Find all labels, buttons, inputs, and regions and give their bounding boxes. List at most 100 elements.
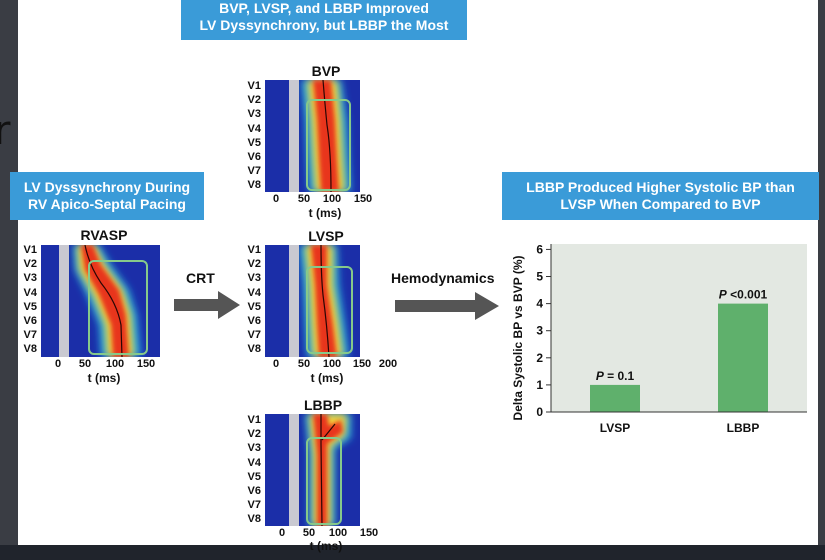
lead-label: V2 — [247, 94, 261, 107]
plot-area — [551, 244, 807, 412]
lead-label: V5 — [23, 300, 37, 313]
x-category-label: LBBP — [727, 421, 760, 435]
lead-label: V3 — [247, 442, 261, 455]
x-tick: 150 — [352, 358, 372, 370]
bvp-x-unit: t (ms) — [308, 206, 342, 220]
lead-label: V7 — [247, 165, 261, 178]
y-tick-label: 4 — [536, 297, 543, 311]
left-banner: LV Dyssynchrony During RV Apico-Septal Pa… — [10, 172, 204, 220]
lead-label: V3 — [247, 272, 261, 285]
background-right — [818, 0, 825, 560]
lead-label: V3 — [23, 272, 37, 285]
top-banner-line1: BVP, LVSP, and LBBP Improved — [219, 0, 429, 16]
lead-label: V4 — [247, 456, 261, 469]
bar — [590, 384, 640, 412]
x-tick: 0 — [272, 193, 280, 205]
lead-label: V6 — [247, 315, 261, 328]
top-banner-line2: LV Dyssynchrony, but LBBP the Most — [199, 17, 449, 33]
lead-label: V1 — [247, 80, 261, 92]
lbbp-x-ticks: 0 50 100 150 — [265, 527, 385, 541]
y-axis-label: Delta Systolic BP vs BVP (%) — [511, 256, 525, 421]
right-banner-line2: LVSP When Compared to BVP — [560, 196, 761, 212]
lead-label: V1 — [247, 244, 261, 256]
lead-label: V5 — [247, 136, 261, 149]
lvsp-lead-labels: V1 V2 V3 V4 V5 V6 V7 V8 — [240, 243, 261, 357]
x-tick: 0 — [272, 358, 280, 370]
x-tick: 200 — [378, 358, 398, 370]
right-banner: LBBP Produced Higher Systolic BP than LVS… — [502, 172, 819, 220]
y-tick-label: 3 — [536, 324, 543, 338]
bar-chart-svg: Delta Systolic BP vs BVP (%) 0 1 2 3 4 5 6 LVSP… — [511, 242, 807, 435]
bvp-activation-map — [265, 80, 360, 192]
left-banner-line1: LV Dyssynchrony During — [23, 179, 191, 195]
x-tick: 0 — [278, 527, 286, 539]
bar — [718, 303, 768, 412]
lbbp-title: LBBP — [303, 397, 343, 413]
lead-label: V8 — [247, 513, 261, 526]
p-value-label: P <0.001 — [719, 288, 768, 302]
bvp-lead-labels: V1 V2 V3 V4 V5 V6 V7 V8 — [240, 79, 261, 193]
x-tick: 100 — [105, 358, 125, 370]
x-category-label: LVSP — [600, 421, 630, 435]
lead-label: V6 — [247, 151, 261, 164]
x-tick: 150 — [136, 358, 156, 370]
lvsp-activation-map — [265, 245, 360, 357]
x-tick: 150 — [359, 527, 379, 539]
lead-label: V2 — [247, 258, 261, 271]
rvasp-title: RVASP — [80, 227, 128, 243]
lbbp-x-unit: t (ms) — [309, 539, 343, 553]
x-tick: 100 — [322, 358, 342, 370]
x-tick: 0 — [54, 358, 62, 370]
x-tick: 50 — [297, 193, 311, 205]
x-tick: 100 — [322, 193, 342, 205]
lead-label: V7 — [23, 329, 37, 342]
cropped-edge-glyph: r — [0, 108, 11, 154]
background-bottom — [0, 545, 825, 560]
crt-arrow — [174, 291, 240, 319]
lead-label: V7 — [247, 329, 261, 342]
y-tick-label: 2 — [536, 351, 543, 365]
x-tick: 50 — [302, 527, 316, 539]
lead-label: V4 — [247, 122, 261, 135]
crt-label: CRT — [186, 270, 215, 286]
rvasp-lead-labels: V1 V2 V3 V4 V5 V6 V7 V8 — [18, 243, 37, 357]
lead-label: V1 — [247, 414, 261, 426]
rvasp-x-ticks: 0 50 100 150 — [41, 358, 160, 372]
hemodynamics-arrow — [395, 292, 499, 320]
left-banner-line2: RV Apico-Septal Pacing — [28, 196, 186, 212]
lead-label: V3 — [247, 108, 261, 121]
lbbp-lead-labels: V1 V2 V3 V4 V5 V6 V7 V8 — [240, 413, 261, 527]
x-tick: 150 — [353, 193, 373, 205]
right-banner-line1: LBBP Produced Higher Systolic BP than — [526, 179, 795, 195]
y-tick-label: 0 — [536, 405, 543, 419]
x-tick: 50 — [78, 358, 92, 370]
x-tick: 100 — [328, 527, 348, 539]
lead-label: V5 — [247, 470, 261, 483]
top-banner: BVP, LVSP, and LBBP Improved LV Dyssynchr… — [181, 0, 467, 40]
lead-label: V6 — [23, 315, 37, 328]
lead-label: V8 — [247, 343, 261, 356]
x-tick: 50 — [297, 358, 311, 370]
lead-label: V5 — [247, 300, 261, 313]
rvasp-x-unit: t (ms) — [87, 371, 121, 385]
p-value-label: P = 0.1 — [596, 369, 635, 383]
lvsp-x-unit: t (ms) — [310, 371, 344, 385]
y-tick-label: 1 — [536, 378, 543, 392]
lbbp-activation-map — [265, 414, 360, 526]
background-left — [0, 0, 22, 560]
lead-label: V2 — [247, 428, 261, 441]
y-tick-label: 5 — [536, 270, 543, 284]
bvp-x-ticks: 0 50 100 150 — [265, 193, 385, 207]
bar-chart: Delta Systolic BP vs BVP (%) 0 1 2 3 4 5 6 LVSP… — [505, 238, 815, 438]
lead-label: V8 — [247, 179, 261, 192]
hemodynamics-label: Hemodynamics — [391, 270, 495, 286]
lvsp-x-ticks: 0 50 100 150 200 — [265, 358, 405, 372]
lead-label: V4 — [23, 286, 37, 299]
lead-label: V6 — [247, 485, 261, 498]
lead-label: V7 — [247, 499, 261, 512]
rvasp-activation-map — [41, 245, 160, 357]
lead-label: V1 — [23, 244, 37, 256]
lead-label: V4 — [247, 286, 261, 299]
lead-label: V2 — [23, 258, 37, 271]
lvsp-title: LVSP — [308, 228, 344, 244]
